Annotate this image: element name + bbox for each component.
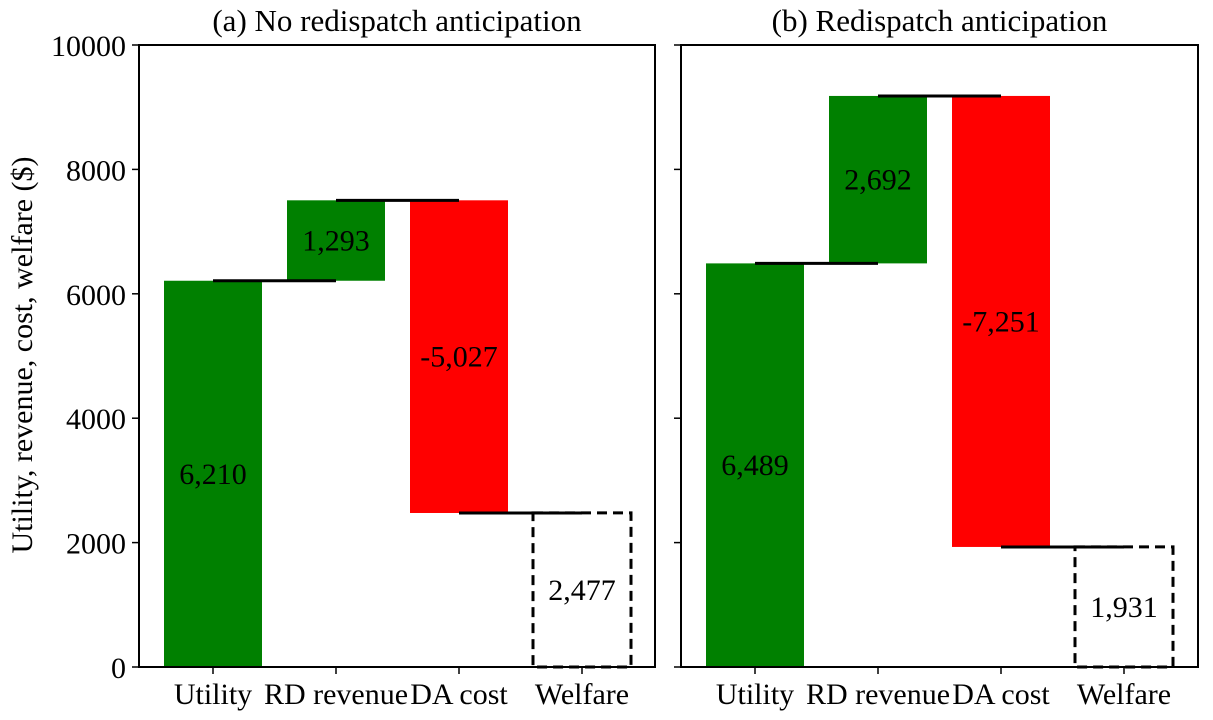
x-tick-label: Utility (174, 678, 252, 711)
value-label-welfare: 1,931 (1090, 591, 1158, 624)
x-tick-label: RD revenue (806, 678, 950, 711)
panel-a: (a) No redispatch anticipation 6,210 1,293… (51, 3, 656, 711)
y-tick-label: 8000 (66, 154, 126, 187)
y-tick-label: 4000 (66, 403, 126, 436)
panel-title: (a) No redispatch anticipation (212, 3, 582, 38)
bar-utility (706, 263, 804, 667)
y-tick-label: 6000 (66, 279, 126, 312)
value-label-utility: 6,489 (721, 449, 789, 482)
y-tick-label: 0 (111, 652, 126, 685)
x-tick-label: DA cost (410, 678, 508, 711)
panel-title: (b) Redispatch anticipation (772, 3, 1108, 38)
value-label-welfare: 2,477 (548, 574, 616, 607)
bar-rd-revenue (287, 200, 385, 281)
y-tick-label: 10000 (51, 30, 126, 63)
y-tick-label: 2000 (66, 528, 126, 561)
plot-frame (680, 44, 1199, 668)
value-label-da-cost: -7,251 (962, 305, 1040, 338)
bar-da-cost (410, 200, 508, 513)
x-tick-label: Welfare (1077, 678, 1171, 711)
value-label-rd-revenue: 1,293 (302, 225, 370, 258)
x-tick-label: DA cost (952, 678, 1050, 711)
value-label-utility: 6,210 (179, 458, 247, 491)
x-tick-label: Welfare (535, 678, 629, 711)
plot-frame (138, 44, 656, 668)
y-axis-label: Utility, revenue, cost, welfare ($) (6, 156, 39, 553)
x-tick-label: RD revenue (264, 678, 408, 711)
bar-utility (164, 280, 262, 667)
value-label-da-cost: -5,027 (420, 341, 498, 374)
value-label-rd-revenue: 2,692 (844, 164, 912, 197)
bar-rd-revenue (829, 95, 927, 264)
x-tick-label: Utility (716, 678, 794, 711)
bar-da-cost (952, 95, 1050, 547)
panel-b: (b) Redispatch anticipation 6,489 2,692 -7,… (674, 3, 1199, 711)
